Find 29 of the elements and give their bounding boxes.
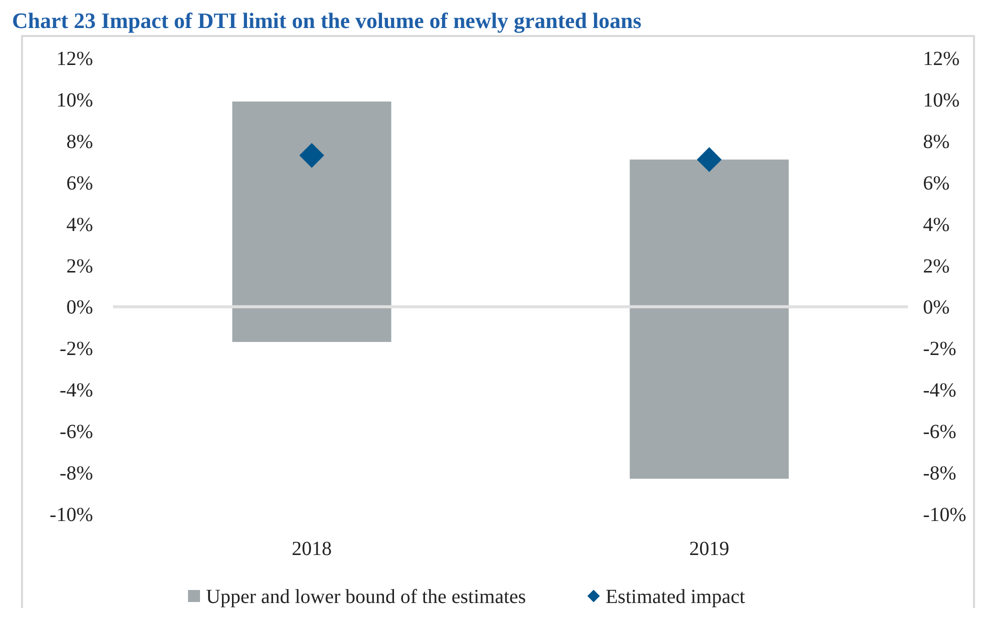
y-tick-label: 10%	[56, 89, 93, 112]
x-tick-label: 2018	[292, 538, 332, 560]
y2-tick-label: 10%	[923, 89, 960, 112]
y2-tick-label: -6%	[923, 421, 956, 444]
y2-tick-label: -4%	[923, 380, 956, 402]
y-tick-label: -8%	[60, 462, 93, 485]
y2-tick-label: 8%	[923, 130, 950, 153]
y-tick-label: 2%	[66, 255, 93, 278]
y2-tick-label: -2%	[923, 338, 956, 360]
chart-title: Chart 23 Impact of DTI limit on the volume of newly granted loans	[12, 8, 642, 33]
y2-tick-label: 12%	[923, 48, 960, 70]
y2-tick-label: -8%	[923, 462, 956, 485]
y2-tick-label: 2%	[923, 255, 950, 278]
y2-tick-label: 4%	[923, 214, 950, 236]
y-tick-label: 12%	[56, 48, 93, 70]
legend-label: Estimated impact	[606, 586, 746, 608]
y2-tick-label: 6%	[923, 172, 950, 194]
x-tick-label: 2019	[689, 538, 730, 560]
y-tick-label: -10%	[50, 504, 93, 526]
y-tick-label: 6%	[66, 172, 93, 194]
y2-tick-label: -10%	[923, 504, 966, 526]
y2-tick-label: 0%	[923, 296, 950, 319]
y-tick-label: -4%	[60, 380, 93, 402]
y-tick-label: -6%	[60, 421, 93, 444]
legend-label: Upper and lower bound of the estimates	[206, 586, 526, 608]
y-tick-label: -2%	[60, 338, 93, 360]
y-tick-label: 8%	[66, 130, 93, 153]
y-tick-label: 0%	[66, 296, 93, 319]
y-tick-label: 4%	[66, 214, 93, 236]
